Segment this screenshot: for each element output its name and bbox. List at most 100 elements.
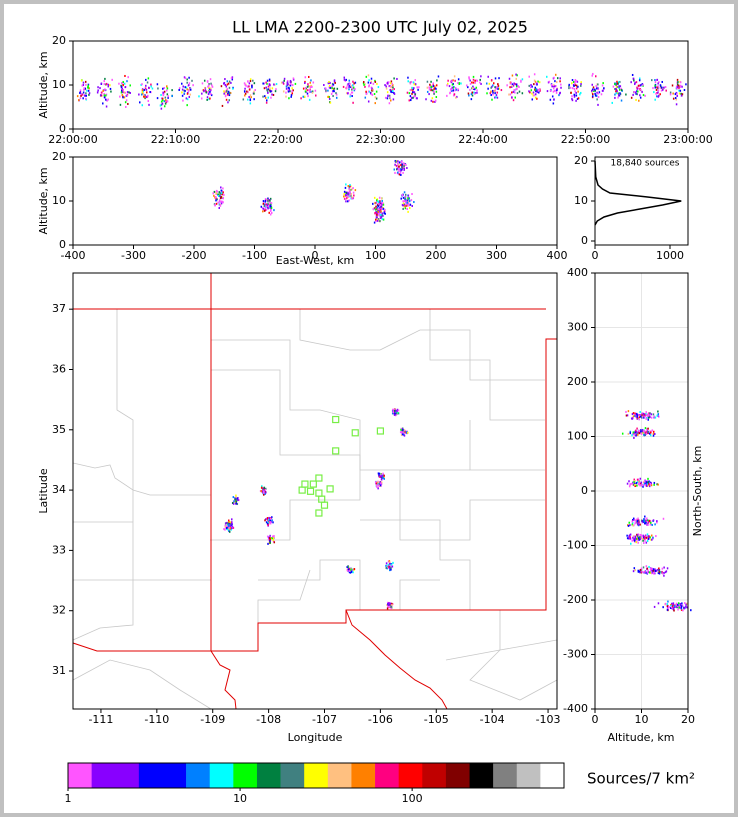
source-dot: [394, 414, 397, 417]
source-dot: [631, 413, 634, 416]
source-dot: [651, 538, 653, 541]
source-dot: [407, 194, 410, 197]
source-dot: [407, 80, 409, 83]
source-dot: [352, 187, 354, 190]
source-dot: [528, 90, 530, 93]
source-dot: [488, 82, 491, 85]
source-dot: [389, 82, 392, 85]
source-dot: [267, 199, 269, 202]
source-dot: [144, 94, 146, 97]
source-dot: [414, 93, 416, 96]
source-dot: [362, 81, 365, 84]
x-tick-label: -300: [121, 249, 146, 262]
source-dot: [568, 83, 570, 86]
source-dot: [647, 481, 649, 484]
source-dot: [636, 521, 639, 524]
source-dot: [647, 427, 649, 430]
source-dot: [346, 569, 349, 572]
source-dot: [626, 534, 628, 537]
source-dot: [151, 87, 154, 90]
source-dot: [649, 536, 651, 539]
y-tick-label: 400: [567, 266, 588, 279]
source-dot: [634, 479, 636, 482]
source-dot: [428, 93, 430, 96]
source-dot: [211, 85, 214, 88]
source-dot: [388, 560, 391, 563]
source-dot: [227, 101, 229, 104]
source-dot: [186, 81, 188, 84]
source-dot: [266, 204, 269, 207]
source-dot: [555, 85, 557, 88]
source-dot: [476, 89, 478, 92]
source-dot: [81, 84, 84, 87]
source-dot: [388, 102, 391, 105]
source-dot: [432, 82, 434, 85]
source-dot: [679, 89, 682, 92]
source-dot: [638, 480, 640, 483]
y-axis-label: Altitude, km: [37, 167, 50, 234]
source-dot: [594, 94, 597, 97]
source-dot: [87, 86, 90, 89]
source-dot: [430, 80, 432, 83]
source-dot: [391, 412, 394, 415]
source-dot: [269, 201, 271, 204]
source-dot: [184, 77, 187, 80]
source-dot: [656, 483, 658, 486]
source-dot: [381, 218, 384, 221]
source-dot: [290, 83, 292, 86]
source-dot: [352, 86, 355, 89]
source-dot: [538, 91, 540, 94]
source-dot: [533, 94, 535, 97]
source-dot: [403, 200, 406, 203]
colorbar-swatch: [493, 763, 518, 788]
source-dot: [381, 476, 383, 479]
source-dot: [345, 78, 347, 81]
source-dot: [345, 197, 348, 200]
source-dot: [264, 198, 267, 201]
source-dot: [451, 83, 454, 86]
source-dot: [642, 566, 645, 569]
source-dot: [389, 565, 391, 568]
source-dot: [166, 89, 168, 92]
source-dot: [164, 96, 167, 99]
source-dot: [534, 86, 537, 89]
source-dot: [374, 218, 377, 221]
source-dot: [650, 484, 653, 487]
source-dot: [615, 85, 618, 88]
source-dot: [595, 94, 598, 97]
histogram-line: [594, 160, 682, 226]
source-dot: [428, 86, 430, 89]
source-dot: [652, 432, 655, 435]
colorbar-swatch: [162, 763, 187, 788]
source-dot: [528, 84, 530, 87]
y-tick-label: -300: [563, 648, 588, 661]
source-dot: [516, 74, 518, 77]
source-dot: [406, 201, 409, 204]
source-dot: [399, 171, 402, 174]
source-dot: [200, 97, 203, 100]
source-dot: [82, 91, 85, 94]
source-dot: [373, 93, 376, 96]
source-dot: [236, 497, 238, 500]
source-dot: [272, 535, 274, 538]
source-dot: [76, 95, 79, 98]
source-dot: [220, 186, 222, 189]
source-dot: [188, 95, 191, 98]
y-axis-label: North-South, km: [691, 446, 704, 537]
source-dot: [646, 520, 649, 523]
y-tick-label: 20: [52, 150, 66, 163]
source-dot: [408, 207, 411, 210]
source-dot: [649, 571, 652, 574]
source-dot: [400, 169, 402, 172]
source-dot: [634, 484, 637, 487]
source-dot: [387, 605, 390, 608]
source-dot: [386, 91, 389, 94]
source-dot: [412, 96, 414, 99]
source-dot: [654, 416, 657, 419]
source-dot: [235, 498, 237, 501]
source-dot: [224, 528, 226, 531]
source-dot: [126, 94, 128, 97]
source-dot: [650, 569, 652, 572]
source-dot: [629, 536, 631, 539]
source-dot: [592, 86, 595, 89]
